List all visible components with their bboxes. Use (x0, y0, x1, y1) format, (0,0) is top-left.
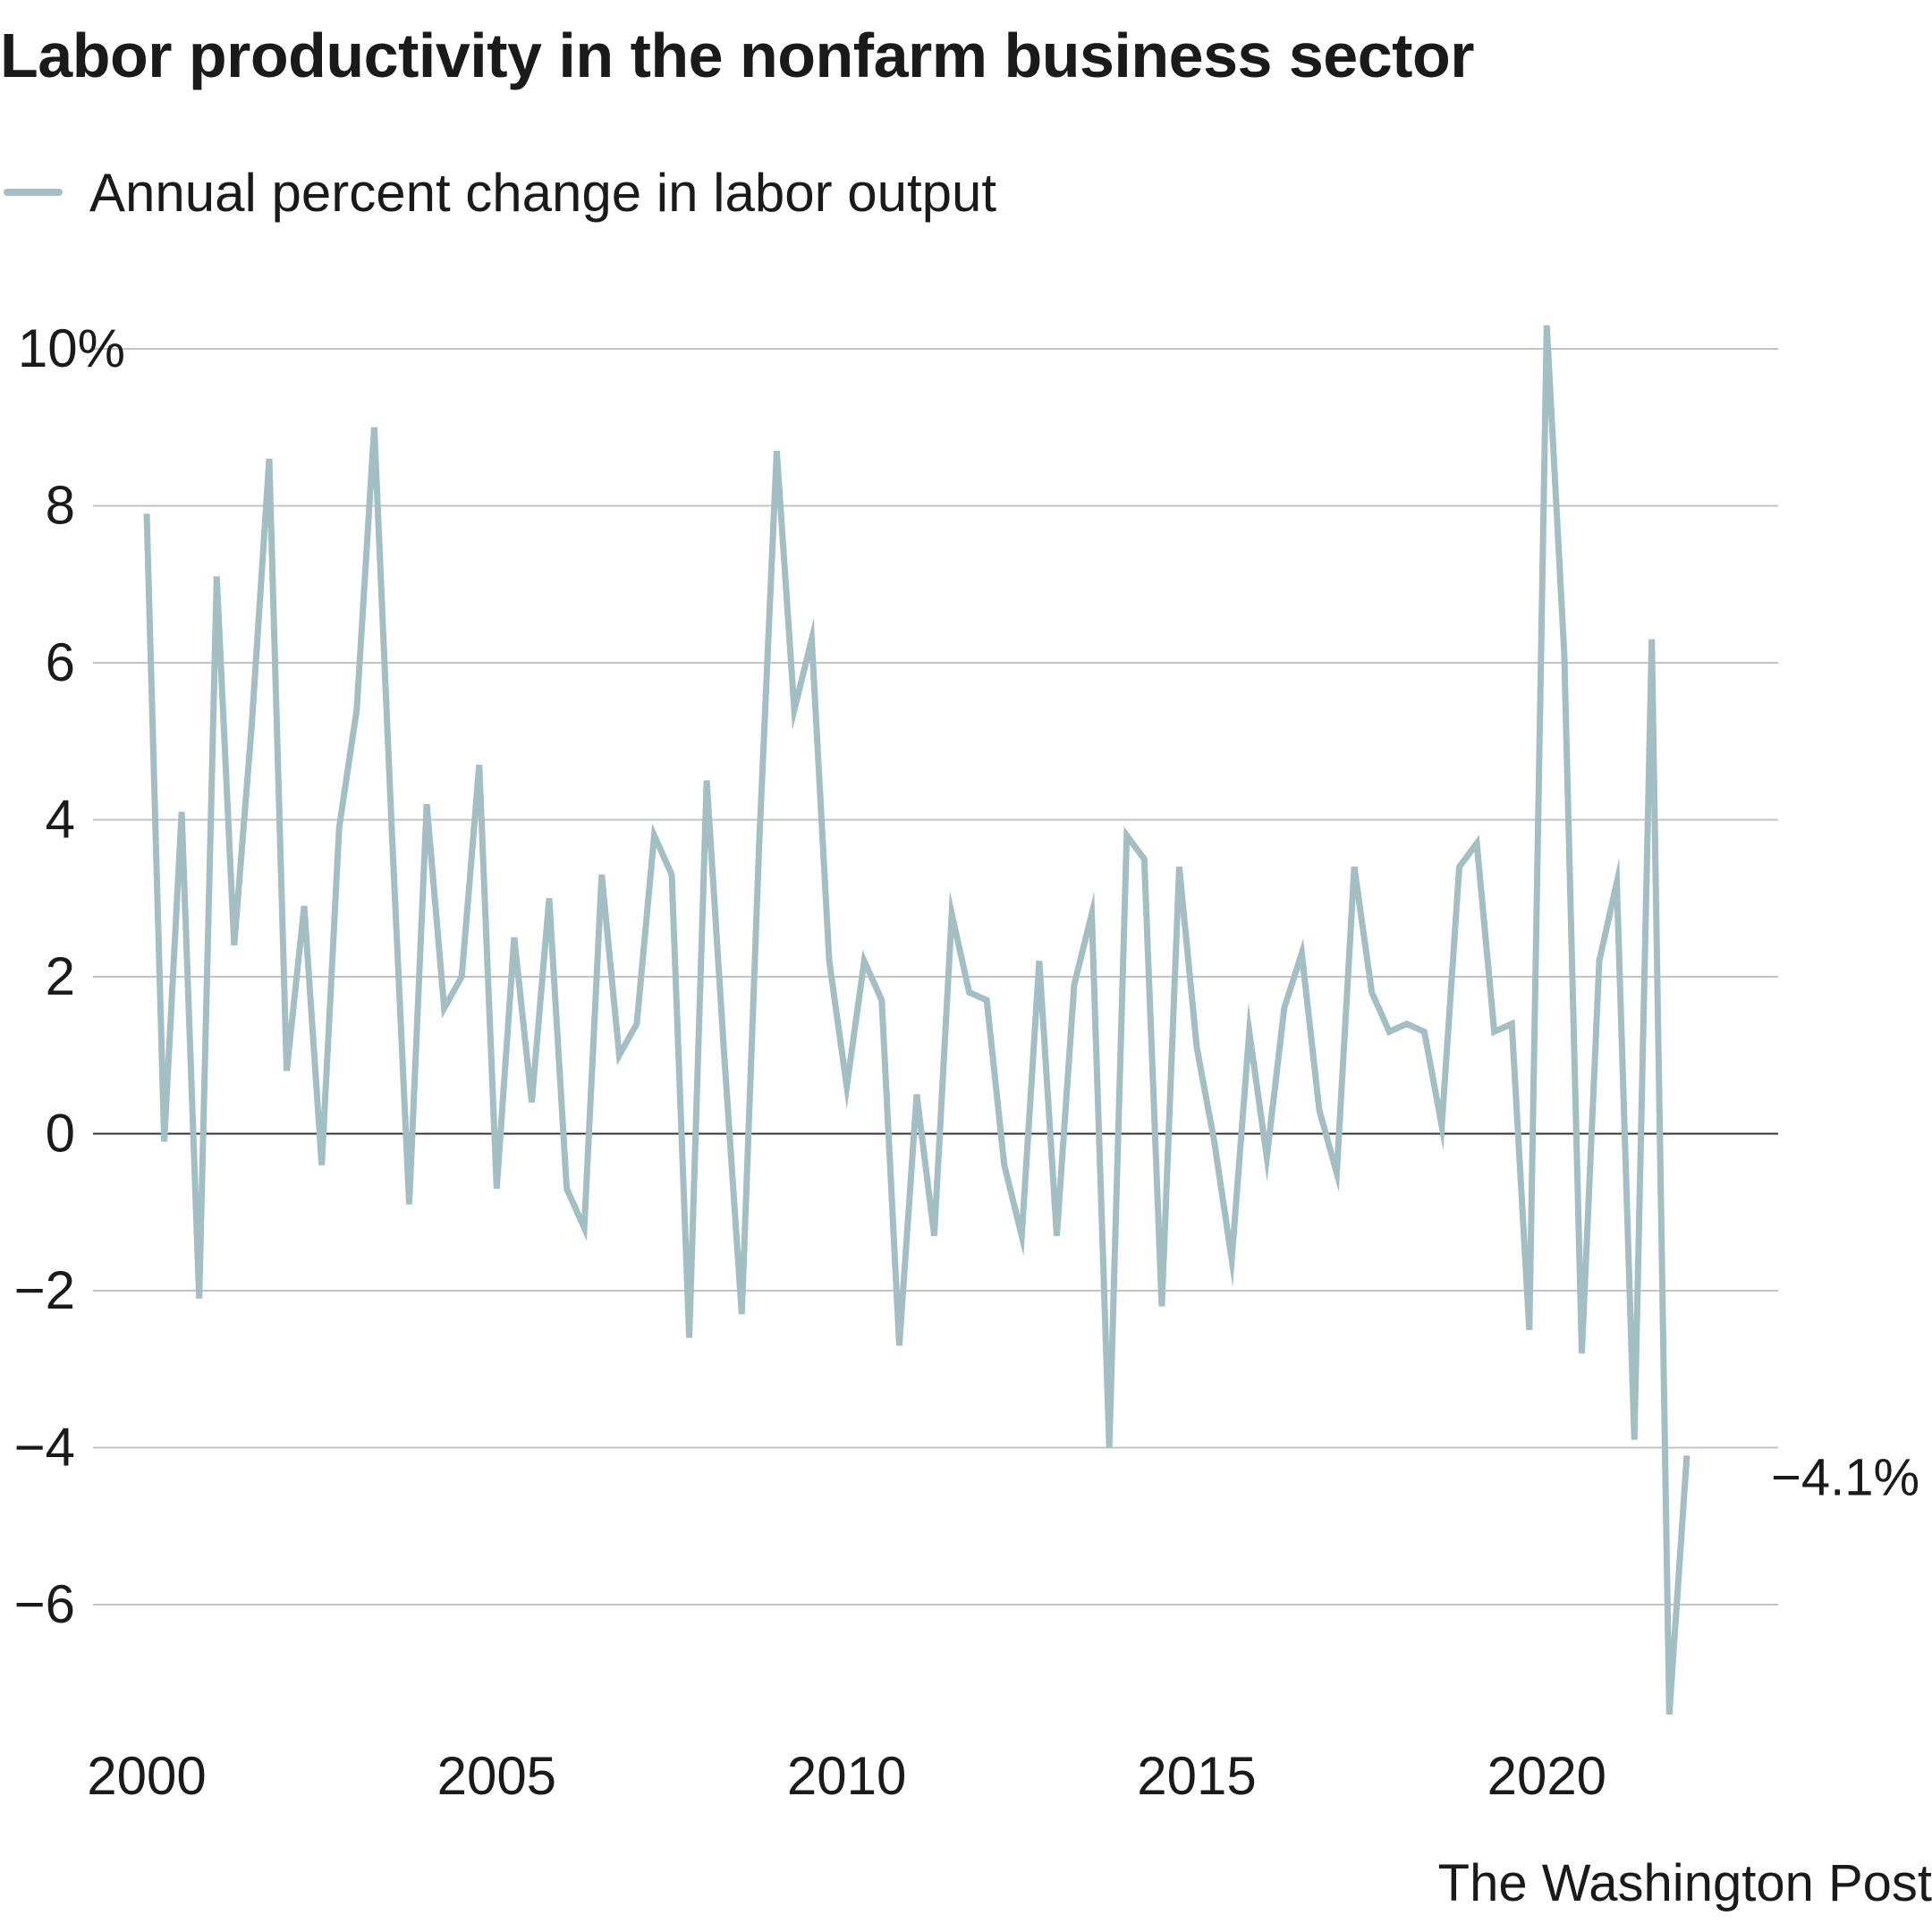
source-credit: The Washington Post (1437, 1854, 1932, 1912)
legend: Annual percent change in labor output (4, 161, 996, 224)
x-tick-label: 2015 (1137, 1746, 1256, 1806)
x-tick-label: 2020 (1487, 1746, 1606, 1806)
y-tick-label: 2 (46, 946, 75, 1006)
y-tick-label: −6 (14, 1574, 75, 1634)
x-tick-label: 2000 (87, 1746, 206, 1806)
gridlines (93, 348, 1778, 1606)
y-tick-label: 6 (46, 632, 75, 692)
series-line (143, 325, 1690, 1716)
y-tick-label: −4 (14, 1418, 75, 1478)
chart-title: Labor productivity in the nonfarm busine… (0, 21, 1474, 90)
y-tick-label: 10% (18, 318, 125, 378)
x-tick-label: 2005 (437, 1746, 556, 1806)
x-axis: 2000 2005 2010 2015 2020 (87, 1746, 1606, 1806)
end-value-label: −4.1% (1771, 1448, 1919, 1506)
y-tick-label: 4 (46, 790, 75, 850)
legend-line-swatch (4, 189, 63, 196)
y-tick-label: 0 (46, 1104, 75, 1164)
y-tick-label: −2 (14, 1260, 75, 1320)
data-series (143, 325, 1690, 1716)
y-tick-label: 8 (46, 476, 75, 536)
y-axis: 10% 8 6 4 2 0 −2 −4 −6 (14, 318, 125, 1634)
legend-label: Annual percent change in labor output (89, 162, 997, 223)
x-tick-label: 2010 (787, 1746, 906, 1806)
